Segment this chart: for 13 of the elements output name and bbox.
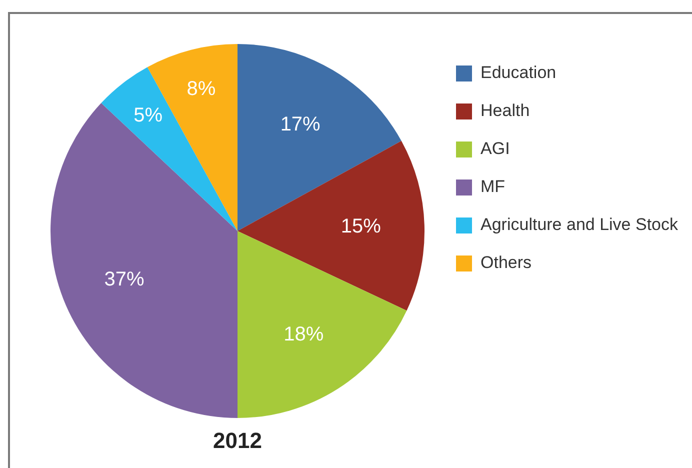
data-label: 8% — [186, 78, 216, 100]
legend-label: Education — [480, 63, 556, 82]
legend-label: MF — [480, 177, 506, 196]
legend-label: Health — [480, 101, 530, 120]
data-label: 18% — [284, 324, 324, 346]
legend-label: AGI — [480, 139, 510, 158]
data-label: 5% — [134, 104, 163, 126]
data-label: 15% — [340, 216, 382, 238]
legend-label: Agriculture and Live Stock — [480, 215, 678, 234]
text: 2012 — [213, 428, 262, 454]
data-label: 17% — [280, 113, 321, 136]
legend-label: Others — [480, 253, 532, 272]
data-label: 37% — [104, 268, 144, 291]
